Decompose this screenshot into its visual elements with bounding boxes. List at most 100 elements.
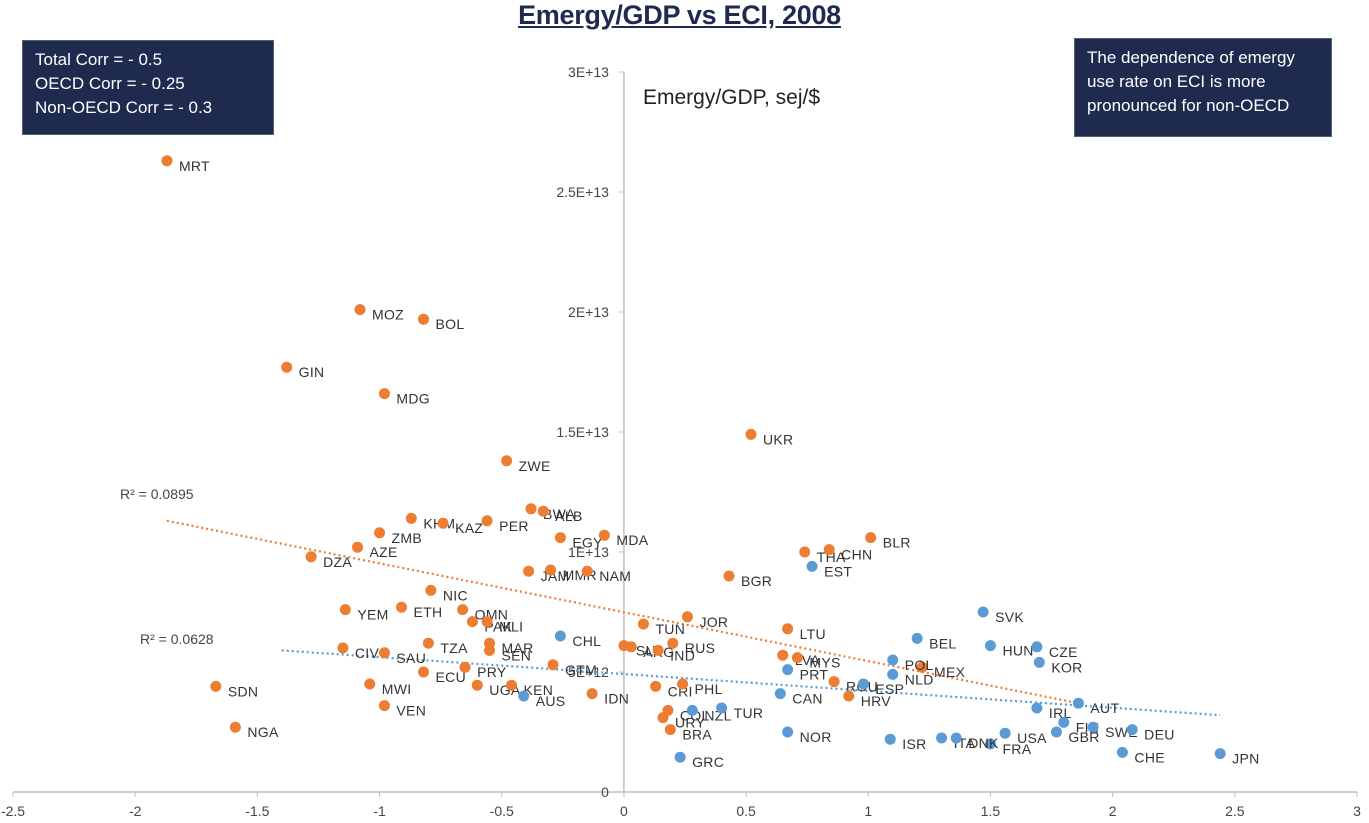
trendline-oecd bbox=[281, 649, 1221, 717]
data-label-aut: AUT bbox=[1090, 700, 1119, 716]
data-point-mrt bbox=[161, 155, 173, 167]
data-label-hrv: HRV bbox=[861, 693, 892, 709]
y-tick-label: 2.5E+13 bbox=[556, 184, 609, 200]
data-point-pry bbox=[459, 661, 471, 673]
data-point-sdn bbox=[210, 680, 222, 692]
x-tick-label: 1.5 bbox=[981, 803, 1001, 819]
data-point-nld bbox=[887, 668, 899, 680]
data-label-mwi: MWI bbox=[382, 681, 412, 697]
data-point-mdg bbox=[378, 388, 390, 400]
data-point-arg bbox=[625, 641, 637, 653]
x-tick-label: -1 bbox=[373, 803, 386, 819]
data-point-khm bbox=[405, 512, 417, 524]
data-label-moz: MOZ bbox=[372, 307, 404, 323]
data-label-yem: YEM bbox=[357, 607, 388, 623]
r2-label-oecd: R² = 0.0628 bbox=[140, 631, 214, 647]
data-label-ecu: ECU bbox=[436, 669, 466, 685]
data-point-tun bbox=[637, 618, 649, 630]
data-label-chn: CHN bbox=[841, 547, 872, 563]
data-label-irl: IRL bbox=[1049, 705, 1072, 721]
data-label-gtm: GTM bbox=[565, 662, 597, 678]
data-point-mys bbox=[791, 652, 803, 664]
y-tick-label: 1.5E+13 bbox=[556, 424, 609, 440]
data-point-egy bbox=[554, 532, 566, 544]
x-tick-label: 1 bbox=[864, 803, 872, 819]
data-point-ecu bbox=[418, 666, 430, 678]
y-tick-label: 3E+13 bbox=[568, 64, 609, 80]
data-label-jor: JOR bbox=[699, 614, 728, 630]
data-point-gin bbox=[281, 361, 293, 373]
data-label-bel: BEL bbox=[929, 635, 956, 651]
data-label-usa: USA bbox=[1017, 730, 1047, 746]
data-label-dza: DZA bbox=[323, 554, 352, 570]
data-point-sau bbox=[378, 647, 390, 659]
data-point-esp bbox=[857, 678, 869, 690]
data-point-eth bbox=[396, 601, 408, 613]
data-point-omn bbox=[457, 604, 469, 616]
data-label-nld: NLD bbox=[905, 671, 934, 687]
data-point-aut bbox=[1072, 697, 1084, 709]
data-label-kor: KOR bbox=[1051, 659, 1082, 675]
x-tick-label: 3 bbox=[1353, 803, 1361, 819]
data-point-ukr bbox=[745, 428, 757, 440]
data-label-ken: KEN bbox=[524, 682, 554, 698]
data-label-mli: MLI bbox=[499, 619, 523, 635]
x-tick-label: 0.5 bbox=[736, 803, 756, 819]
y-tick-label: 2E+13 bbox=[568, 304, 609, 320]
data-point-per bbox=[481, 515, 493, 527]
data-point-mex bbox=[916, 661, 928, 673]
corr-non-oecd: Non-OECD Corr = - 0.3 bbox=[35, 98, 213, 117]
data-point-dnk bbox=[950, 732, 962, 744]
y-tick-label: 0 bbox=[601, 784, 609, 800]
data-point-chn bbox=[823, 544, 835, 556]
data-point-can bbox=[774, 688, 786, 700]
data-point-nic bbox=[425, 584, 437, 596]
data-point-gtm bbox=[547, 659, 559, 671]
data-point-bgr bbox=[723, 570, 735, 582]
data-label-zwe: ZWE bbox=[519, 458, 551, 474]
data-point-tza bbox=[422, 637, 434, 649]
data-point-aus bbox=[518, 690, 530, 702]
data-label-egy: EGY bbox=[572, 535, 603, 551]
data-point-cze bbox=[1031, 641, 1043, 653]
data-label-svk: SVK bbox=[995, 609, 1024, 625]
y-tick-label: 1E+13 bbox=[568, 544, 609, 560]
data-label-tun: TUN bbox=[655, 621, 685, 637]
note-box: The dependence of emergy use rate on ECI… bbox=[1074, 38, 1332, 137]
data-label-mys: MYS bbox=[809, 655, 840, 671]
data-point-alb bbox=[537, 505, 549, 517]
data-label-ukr: UKR bbox=[763, 431, 793, 447]
data-label-esp: ESP bbox=[875, 681, 904, 697]
data-point-che bbox=[1116, 746, 1128, 758]
data-point-bra bbox=[664, 724, 676, 736]
data-label-tur: TUR bbox=[734, 705, 764, 721]
data-point-ind bbox=[652, 644, 664, 656]
data-point-bol bbox=[418, 313, 430, 325]
data-label-dnk: DNK bbox=[968, 735, 999, 751]
data-point-blr bbox=[865, 532, 877, 544]
data-label-aus: AUS bbox=[536, 693, 566, 709]
data-label-mar: MAR bbox=[502, 640, 534, 656]
data-point-nga bbox=[229, 721, 241, 733]
data-point-civ bbox=[337, 642, 349, 654]
data-point-irl bbox=[1031, 702, 1043, 714]
data-label-isr: ISR bbox=[902, 736, 926, 752]
data-label-blr: BLR bbox=[883, 535, 911, 551]
data-point-ury bbox=[657, 712, 669, 724]
data-point-pol bbox=[887, 654, 899, 666]
data-label-ind: IND bbox=[670, 647, 695, 663]
data-point-rus bbox=[667, 637, 679, 649]
note-line-3: pronounced for non-OECD bbox=[1087, 96, 1290, 115]
data-point-idn bbox=[586, 688, 598, 700]
data-point-aze bbox=[352, 541, 364, 553]
data-point-dza bbox=[305, 551, 317, 563]
x-tick-label: -0.5 bbox=[490, 803, 514, 819]
data-label-mrt: MRT bbox=[179, 158, 210, 174]
y-tick-label: 5E+12 bbox=[568, 664, 609, 680]
data-point-hrv bbox=[843, 690, 855, 702]
x-tick-label: -2.5 bbox=[1, 803, 25, 819]
data-label-sau: SAU bbox=[396, 650, 426, 666]
data-point-swe bbox=[1087, 721, 1099, 733]
data-point-jam bbox=[523, 565, 535, 577]
data-label-mda: MDA bbox=[616, 532, 648, 548]
